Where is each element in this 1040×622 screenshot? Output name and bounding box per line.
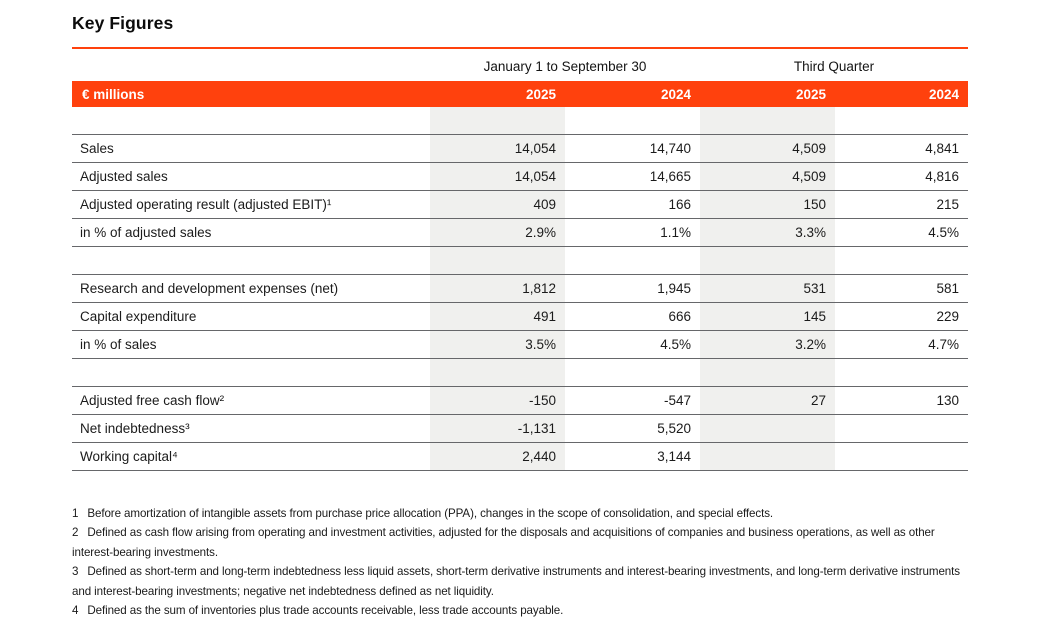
cell-ytd-2025: 2,440 [430,443,565,470]
cell-ytd-2024: 666 [668,309,691,324]
footnote-number: 1 [72,507,79,520]
year-header-ytd-2025: 2025 [525,86,556,102]
footnote-2: 2 Defined as cash flow arising from opera… [72,523,968,562]
group-header-ytd: January 1 to September 30 [483,58,647,74]
cell-ytd-2025: 1,812 [430,275,565,302]
footnote-4: 4 Defined as the sum of inventories plus … [72,601,968,620]
cell-ytd-2025: -1,131 [430,415,565,442]
cell-q3-2024 [835,415,968,442]
table-spacer-row [72,107,968,135]
year-header-q3-2025: 2025 [795,86,826,102]
table-row-adjusted-free-cash-flow: Adjusted free cash flow² -150 -547 27 13… [72,387,968,415]
table-row-net-indebtedness: Net indebtedness³ -1,131 5,520 [72,415,968,443]
table-header-bar: € millions 2025 2024 2025 2024 [72,81,968,107]
row-label: in % of sales [80,337,157,352]
table-row-adjusted-sales: Adjusted sales 14,054 14,665 4,509 4,816 [72,163,968,191]
row-label: Capital expenditure [80,309,197,324]
row-label: Adjusted sales [80,169,168,184]
cell-ytd-2024: 166 [668,197,691,212]
cell-ytd-2024: 14,665 [649,169,691,184]
table-row-sales: Sales 14,054 14,740 4,509 4,841 [72,135,968,163]
row-label: Net indebtedness³ [80,421,190,436]
cell-q3-2024 [835,443,968,470]
row-label: in % of adjusted sales [80,225,212,240]
cell-ytd-2024: -547 [663,393,691,408]
footnote-text: Defined as short-term and long-term inde… [72,565,960,598]
cell-ytd-2024: 1.1% [660,225,691,240]
footnotes: 1 Before amortization of intangible asset… [72,504,968,620]
cell-q3-2024: 215 [936,197,959,212]
cell-q3-2025: 3.3% [700,219,835,246]
row-label: Adjusted operating result (adjusted EBIT… [80,197,332,212]
cell-ytd-2024: 14,740 [649,141,691,156]
cell-ytd-2025: 409 [430,191,565,218]
footnote-text: Before amortization of intangible assets… [87,507,774,520]
year-header-ytd-2024: 2024 [660,86,691,102]
unit-label: € millions [82,86,145,102]
cell-q3-2024: 581 [936,281,959,296]
cell-ytd-2024: 5,520 [657,421,691,436]
year-header-q3-2024: 2024 [928,86,959,102]
footnote-number: 4 [72,604,79,618]
footnote-text: Defined as cash flow arising from operat… [72,526,935,559]
footnote-text: Defined as the sum of inventories plus t… [87,604,564,618]
footnote-number: 3 [72,565,79,579]
cell-q3-2024: 229 [936,309,959,324]
table-row-working-capital: Working capital⁴ 2,440 3,144 [72,443,968,471]
table-spacer-row [72,247,968,275]
cell-ytd-2024: 1,945 [657,281,691,296]
table-spacer-row [72,359,968,387]
cell-ytd-2024: 4.5% [660,337,691,352]
cell-q3-2025: 27 [700,387,835,414]
report-page: Key Figures January 1 to September 30 Th… [72,13,968,620]
table-row-pct-adjusted-sales: in % of adjusted sales 2.9% 1.1% 3.3% 4.… [72,219,968,247]
cell-q3-2025: 145 [700,303,835,330]
group-header-q3: Third Quarter [793,58,875,74]
cell-q3-2025 [700,443,835,470]
footnote-1: 1 Before amortization of intangible asset… [72,504,968,523]
table-row-pct-sales: in % of sales 3.5% 4.5% 3.2% 4.7% [72,331,968,359]
row-label: Adjusted free cash flow² [80,393,225,408]
cell-ytd-2025: 14,054 [430,163,565,190]
cell-q3-2024: 4.5% [928,225,959,240]
cell-ytd-2025: 3.5% [430,331,565,358]
cell-ytd-2025: 2.9% [430,219,565,246]
footnote-number: 2 [72,526,79,540]
row-label: Research and development expenses (net) [80,281,339,296]
table-row-adjusted-ebit: Adjusted operating result (adjusted EBIT… [72,191,968,219]
cell-q3-2025: 531 [700,275,835,302]
row-label: Sales [80,141,114,156]
cell-q3-2025: 4,509 [700,135,835,162]
table-body: Sales 14,054 14,740 4,509 4,841 Adjusted… [72,107,968,471]
page-title: Key Figures [72,13,174,33]
table-row-rd-expenses: Research and development expenses (net) … [72,275,968,303]
cell-q3-2024: 4,841 [925,141,959,156]
title-rule [72,47,968,49]
cell-q3-2024: 4.7% [928,337,959,352]
cell-ytd-2024: 3,144 [657,449,691,464]
column-group-header-row: January 1 to September 30 Third Quarter [72,55,968,77]
table-row-capital-expenditure: Capital expenditure 491 666 145 229 [72,303,968,331]
cell-q3-2025 [700,415,835,442]
cell-q3-2024: 130 [936,393,959,408]
cell-q3-2025: 4,509 [700,163,835,190]
footnote-3: 3 Defined as short-term and long-term ind… [72,562,968,601]
row-label: Working capital⁴ [80,449,178,464]
cell-ytd-2025: 491 [430,303,565,330]
cell-q3-2024: 4,816 [925,169,959,184]
cell-q3-2025: 3.2% [700,331,835,358]
cell-ytd-2025: -150 [430,387,565,414]
cell-ytd-2025: 14,054 [430,135,565,162]
cell-q3-2025: 150 [700,191,835,218]
